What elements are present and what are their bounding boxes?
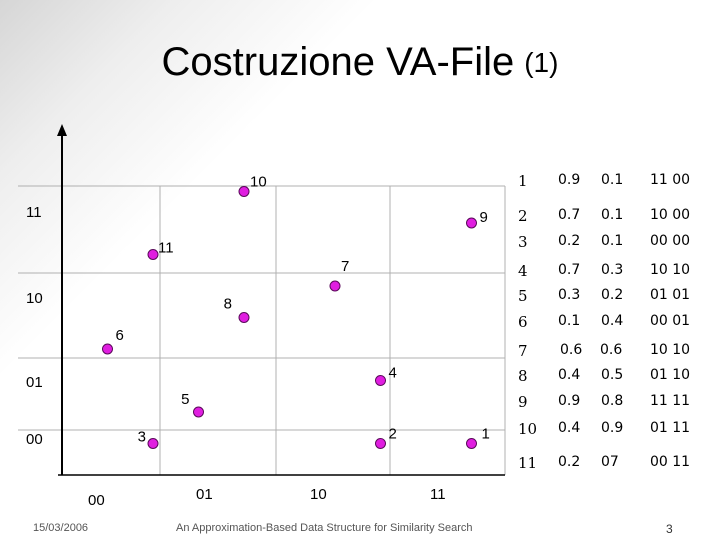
point-layer: 1 2 3 4 5 6 7 8 9 10 11 [102,174,490,449]
table-row-id: 11 [518,454,538,472]
table-row-y: 0.2 [601,287,624,303]
point-label-5: 5 [181,391,189,408]
slide-title: Costruzione VA-File (1) [0,40,720,85]
table-row-id: 5 [518,287,528,305]
table-row-id: 8 [518,367,528,385]
y-axis-arrow [57,124,67,136]
point-label-9: 9 [480,209,488,226]
table-row-id: 2 [518,207,528,225]
table-row-y: 0.1 [601,233,624,249]
table-row-x: 0.3 [558,287,581,303]
point-7 [329,280,341,292]
table-row-code: 00 00 [650,233,691,249]
point-label-10: 10 [250,174,267,191]
table-row-x: 0.2 [558,454,581,470]
col-label-00: 00 [88,492,105,509]
row-label-11: 11 [26,204,42,221]
table-row-y: 0.5 [601,367,624,383]
table-row-y: 0.6 [600,342,623,358]
table-row-id: 10 [518,420,538,438]
point-label-6: 6 [116,327,124,344]
col-label-10: 10 [310,486,327,503]
table-row-id: 9 [518,393,528,411]
table-row-code: 10 10 [650,262,691,278]
row-label-01: 01 [26,374,43,391]
point-label-11: 11 [158,240,174,257]
point-label-3: 3 [138,429,146,446]
point-8 [238,312,250,323]
table-row-y: 0.3 [601,262,624,278]
point-label-8: 8 [224,296,232,313]
point-label-1: 1 [482,426,490,443]
point-label-7: 7 [341,258,349,275]
slide-title-text: Costruzione VA-File [161,40,515,84]
table-row-y: 0.8 [601,393,624,409]
table-row-id: 7 [518,342,528,360]
point-11 [147,249,159,260]
table-row-y: 07 [601,454,619,470]
point-1 [466,438,477,449]
table-row-id: 6 [518,313,528,331]
point-10 [238,186,250,197]
point-label-2: 2 [389,426,397,443]
table-row-code: 00 01 [650,313,691,329]
table-row-id: 1 [518,172,528,190]
footer-title: An Approximation-Based Data Structure fo… [176,522,473,534]
point-5 [193,406,204,418]
table-row-id: 3 [518,233,528,251]
table-row-x: 0.9 [558,172,581,188]
col-label-01: 01 [196,486,213,503]
point-label-4: 4 [389,365,397,382]
table-row-x: 0.2 [558,233,581,249]
slide-title-suffix: (1) [524,47,559,78]
table-row-id: 4 [518,262,528,280]
page-number: 3 [666,522,673,536]
table-row-y: 0.9 [601,420,624,436]
table-row-y: 0.4 [601,313,624,329]
table-row-x: 0.4 [558,367,581,383]
point-9 [466,217,477,229]
table-row-code: 01 11 [650,420,691,436]
point-4 [375,375,386,386]
footer-date: 15/03/2006 [33,522,89,534]
table-row-code: 11 11 [650,393,691,409]
grid-lines [18,185,506,475]
table-row-x: 0.7 [558,262,581,278]
col-label-11: 11 [430,486,446,503]
row-label-10: 10 [26,290,43,307]
table-row-code: 10 00 [650,207,691,223]
table-row-code: 11 00 [650,172,691,188]
table-row-x: 0.1 [558,313,581,329]
table-row-code: 00 11 [650,454,691,470]
table-row-y: 0.1 [601,207,624,223]
point-3 [147,438,159,449]
table-row-x: 0.6 [560,342,583,358]
table-row-x: 0.9 [558,393,581,409]
row-label-00: 00 [26,431,43,448]
table-row-y: 0.1 [601,172,624,188]
table-row-code: 10 10 [650,342,691,358]
table-row-code: 01 10 [650,367,691,383]
table-row-x: 0.4 [558,420,581,436]
table-row-x: 0.7 [558,207,581,223]
table-row-code: 01 01 [650,287,691,303]
point-6 [102,343,113,355]
point-2 [375,438,386,449]
